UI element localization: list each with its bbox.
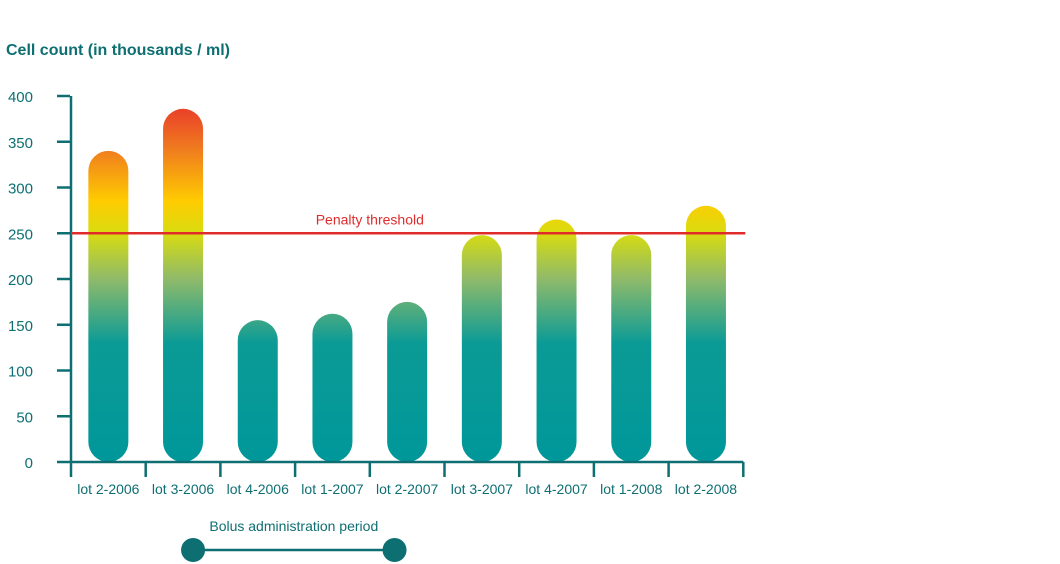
bar <box>312 313 353 462</box>
x-tick-label: lot 2-2008 <box>675 481 737 497</box>
period-end-marker <box>382 538 407 562</box>
x-tick-label: lot 4-2007 <box>525 481 587 497</box>
bar <box>163 108 204 462</box>
x-tick-label: lot 3-2006 <box>152 481 214 497</box>
bar <box>387 301 428 462</box>
bar <box>461 235 502 462</box>
x-tick-label: lot 1-2007 <box>301 481 363 497</box>
y-tick-label: 250 <box>8 226 33 243</box>
y-tick-label: 150 <box>8 318 33 335</box>
x-tick-label: lot 2-2006 <box>77 481 139 497</box>
bar <box>611 235 652 462</box>
x-tick-label: lot 2-2007 <box>376 481 438 497</box>
period-label: Bolus administration period <box>209 518 378 534</box>
y-tick-label: 100 <box>8 364 33 381</box>
threshold-label: Penalty threshold <box>316 211 424 227</box>
bar <box>536 219 577 462</box>
x-tick-label: lot 4-2006 <box>227 481 289 497</box>
x-tick-label: lot 1-2008 <box>600 481 662 497</box>
y-tick-label: 200 <box>8 272 33 289</box>
x-tick-label: lot 3-2007 <box>451 481 513 497</box>
y-tick-label: 400 <box>8 89 33 106</box>
bar <box>685 205 726 463</box>
y-tick-label: 0 <box>25 455 33 472</box>
period-start-marker <box>181 538 206 562</box>
bar <box>237 320 278 462</box>
y-axis-title: Cell count (in thousands / ml) <box>6 42 230 59</box>
y-tick-label: 350 <box>8 135 33 152</box>
y-tick-label: 300 <box>8 181 33 198</box>
bar <box>88 150 129 462</box>
y-tick-label: 50 <box>16 409 33 426</box>
